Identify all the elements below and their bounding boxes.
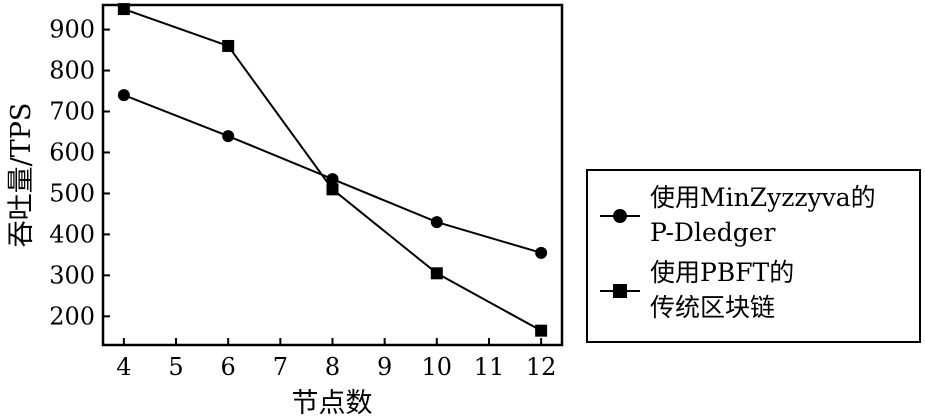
- data-point-circle: [326, 173, 339, 186]
- legend-marker-square: [613, 284, 627, 298]
- x-axis: 4 5 6 7 8 9 10 11 12: [116, 338, 556, 381]
- y-tick-label: 700: [49, 98, 95, 126]
- x-tick-label: 12: [526, 353, 557, 381]
- y-tick-label: 600: [49, 138, 95, 166]
- x-tick-label: 11: [474, 353, 505, 381]
- data-point-square: [535, 324, 548, 337]
- data-point-circle: [535, 246, 548, 259]
- x-tick-label: 4: [116, 353, 131, 381]
- x-tick-label: 6: [221, 353, 236, 381]
- legend-label: P-Dledger: [650, 218, 776, 247]
- x-tick-label: 9: [377, 353, 392, 381]
- y-axis: 200 300 400 500 600 700 800 900: [49, 16, 110, 330]
- y-tick-label: 900: [49, 16, 95, 44]
- data-point-square: [326, 183, 339, 196]
- series-1: [117, 89, 548, 259]
- y-axis-title: 吞吐量/TPS: [6, 103, 37, 248]
- y-tick-label: 200: [49, 302, 95, 330]
- x-axis-title: 节点数: [292, 388, 373, 417]
- data-point-square: [222, 39, 235, 52]
- x-tick-label: 8: [325, 353, 340, 381]
- data-point-circle: [222, 130, 235, 143]
- y-tick-label: 800: [49, 57, 95, 85]
- x-tick-label: 7: [273, 353, 288, 381]
- data-point-circle: [117, 89, 130, 102]
- series-layer: [117, 3, 548, 337]
- legend-label: 传统区块链: [650, 293, 775, 322]
- data-point-square: [430, 267, 443, 280]
- y-tick-label: 300: [49, 261, 95, 289]
- series-2: [117, 3, 548, 337]
- data-point-square: [117, 3, 130, 16]
- y-tick-label: 400: [49, 220, 95, 248]
- legend-label: 使用PBFT的: [650, 258, 794, 287]
- legend-label: 使用MinZyzzyva的: [650, 183, 876, 212]
- x-tick-label: 10: [422, 353, 453, 381]
- data-point-circle: [430, 216, 443, 229]
- x-tick-label: 5: [168, 353, 183, 381]
- series-line: [123, 8, 542, 332]
- legend-box: [586, 169, 921, 343]
- legend-marker-circle: [613, 209, 627, 223]
- y-tick-label: 500: [49, 179, 95, 207]
